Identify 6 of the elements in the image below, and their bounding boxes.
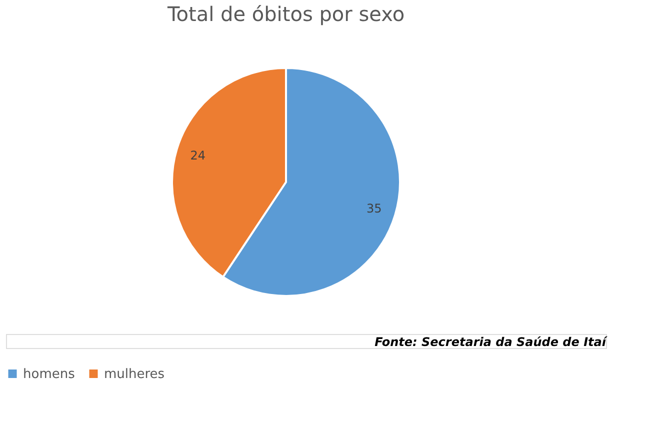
data-label: 24 (190, 148, 206, 162)
source-note: Fonte: Secretaria da Saúde de Itaí (374, 335, 608, 349)
chart-title: Total de óbitos por sexo (166, 2, 405, 26)
legend-label: mulheres (104, 366, 165, 382)
data-label: 35 (366, 202, 382, 216)
legend-label: homens (23, 366, 76, 382)
